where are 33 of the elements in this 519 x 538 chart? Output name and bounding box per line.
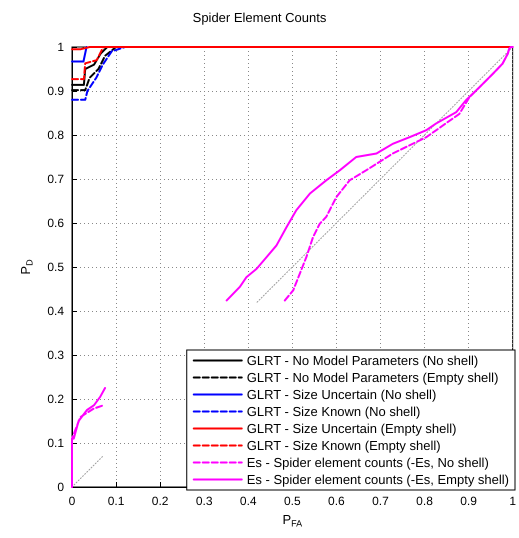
x-tick-label: 0.3	[196, 494, 213, 508]
x-tick-label: 0.7	[372, 494, 390, 508]
line-series	[71, 46, 126, 101]
y-tick-label: 0.3	[47, 348, 64, 362]
y-tick-label: 0.8	[47, 128, 64, 142]
y-tick-label: 1	[57, 40, 64, 54]
legend-label: GLRT - Size Known (Empty shell)	[246, 438, 441, 453]
x-tick-label: 0.6	[328, 494, 346, 508]
y-axis-title: PD	[18, 258, 34, 275]
chart-title: Spider Element Counts	[192, 10, 327, 25]
x-tick-label: 0.9	[460, 494, 478, 508]
legend-label: GLRT - Size Uncertain (Empty shell)	[246, 421, 457, 436]
legend-label: GLRT - Size Known (No shell)	[246, 404, 420, 419]
y-tick-label: 0.4	[47, 304, 64, 318]
y-tick-label: 0	[57, 480, 64, 494]
x-tick-label: 0.1	[108, 494, 125, 508]
y-tick-label: 0.9	[47, 84, 64, 98]
legend-label: Es - Spider element counts (-Es, Empty shell)	[246, 472, 510, 487]
x-tick-label: 0.2	[152, 494, 169, 508]
x-tick-label: 0.5	[284, 494, 301, 508]
x-tick-label: 0.8	[416, 494, 434, 508]
x-tick-label: 0.4	[240, 494, 257, 508]
y-tick-label: 0.5	[47, 260, 64, 274]
legend-label: GLRT - Size Uncertain (No shell)	[246, 387, 436, 402]
legend-label: GLRT - No Model Parameters (No shell)	[246, 353, 478, 368]
y-tick-label: 0.1	[47, 436, 64, 450]
x-tick-label: 0	[68, 494, 76, 508]
x-tick-label: 1	[509, 494, 516, 508]
legend-label: Es - Spider element counts (-Es, No shell)	[246, 455, 489, 470]
y-tick-label: 0.6	[47, 216, 64, 230]
legend-label: GLRT - No Model Parameters (Empty shell)	[246, 370, 498, 385]
y-tick-label: 0.7	[47, 172, 64, 186]
y-tick-label: 0.2	[47, 392, 64, 406]
